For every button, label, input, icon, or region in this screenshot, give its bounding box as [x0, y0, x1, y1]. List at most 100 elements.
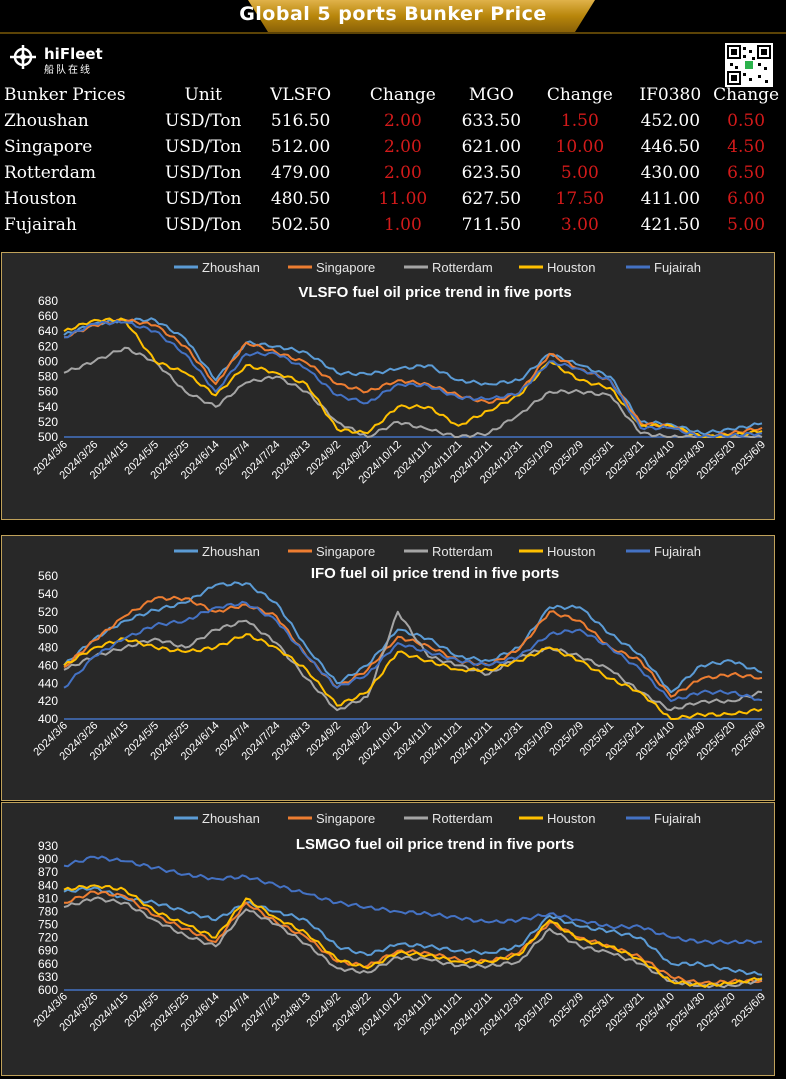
mgo-change: 3.00: [560, 215, 599, 235]
y-tick-label: 900: [38, 852, 58, 866]
port-name: Fujairah: [4, 215, 77, 235]
banner-shape: [0, 0, 786, 34]
vlsfo-change: 2.00: [383, 137, 422, 157]
vlsfo-price: 480.50: [270, 189, 331, 209]
mgo-change: 5.00: [560, 163, 599, 183]
series-line-singapore: [63, 595, 763, 698]
line-chart: Zhoushan Singapore Rotterdam Houston Fujaira…: [31, 544, 768, 767]
table-row: Singapore USD/Ton 512.00 2.00 621.00 10.…: [0, 134, 786, 160]
ship-wheel-icon: [10, 45, 36, 69]
y-tick-label: 560: [38, 385, 58, 399]
legend-label: Houston: [547, 811, 595, 826]
ifo380-price: 430.00: [640, 163, 701, 183]
column-header: VLSFO: [270, 85, 332, 105]
vlsfo-price: 502.50: [270, 215, 331, 235]
x-tick-label: 2025/6/9: [729, 720, 768, 759]
series-line-singapore: [63, 318, 763, 438]
vlsfo-change: 11.00: [378, 189, 428, 209]
x-tick-label: 2025/6/9: [729, 439, 768, 478]
table-row: Houston USD/Ton 480.50 11.00 627.50 17.5…: [0, 186, 786, 212]
y-tick-label: 500: [38, 623, 58, 637]
qr-code-icon: [727, 45, 771, 85]
y-tick-label: 780: [38, 904, 58, 918]
y-tick-label: 810: [38, 891, 58, 905]
column-header: Bunker Prices: [4, 85, 126, 105]
series-line-zhoushan: [63, 886, 763, 976]
legend-label: Zhoushan: [202, 544, 260, 559]
legend-label: Houston: [547, 260, 595, 275]
ifo380-price: 421.50: [640, 215, 701, 235]
legend-label: Rotterdam: [432, 260, 493, 275]
y-tick-label: 540: [38, 587, 58, 601]
column-header: IF0380: [639, 85, 702, 105]
legend-label: Zhoushan: [202, 811, 260, 826]
chart-title: VLSFO fuel oil price trend in five ports: [298, 284, 571, 301]
series-line-houston: [63, 317, 763, 438]
chart-title: LSMGO fuel oil price trend in five ports: [296, 836, 574, 853]
chart-title: IFO fuel oil price trend in five ports: [311, 565, 559, 582]
ifo380-change: 5.00: [727, 215, 766, 235]
y-tick-label: 680: [38, 294, 58, 308]
legend-label: Rotterdam: [432, 544, 493, 559]
legend-label: Singapore: [316, 544, 375, 559]
series-line-rotterdam: [63, 896, 763, 989]
line-chart: Zhoushan Singapore Rotterdam Houston Fujaira…: [31, 811, 768, 1038]
vlsfo-price: 479.00: [270, 163, 331, 183]
table-row: Fujairah USD/Ton 502.50 1.00 711.50 3.00…: [0, 212, 786, 238]
mgo-price: 711.50: [461, 215, 522, 235]
y-tick-label: 840: [38, 878, 58, 892]
mgo-price: 623.50: [461, 163, 522, 183]
legend-label: Zhoushan: [202, 260, 260, 275]
series-line-singapore: [64, 890, 763, 985]
port-name: Rotterdam: [4, 163, 97, 183]
logo-subtitle: 船队在线: [44, 65, 92, 76]
legend-label: Houston: [547, 544, 595, 559]
ifo380-price: 446.50: [640, 137, 701, 157]
y-tick-label: 870: [38, 865, 58, 879]
mgo-change: 10.00: [555, 137, 605, 157]
series-line-rotterdam: [63, 346, 763, 438]
column-header: Unit: [184, 85, 222, 105]
vlsfo-price: 512.00: [270, 137, 331, 157]
column-header: MGO: [468, 85, 514, 105]
unit-cell: USD/Ton: [164, 189, 242, 209]
ifo380-price: 411.00: [640, 189, 701, 209]
ifo380-change: 4.50: [727, 137, 766, 157]
y-tick-label: 560: [38, 569, 58, 583]
y-tick-label: 520: [38, 605, 58, 619]
legend-label: Fujairah: [654, 811, 701, 826]
page-title: Global 5 ports Bunker Price: [239, 3, 547, 25]
mgo-change: 17.50: [555, 189, 605, 209]
y-tick-label: 460: [38, 658, 58, 672]
y-tick-label: 690: [38, 944, 58, 958]
table-row: Zhoushan USD/Ton 516.50 2.00 633.50 1.50…: [0, 108, 786, 134]
unit-cell: USD/Ton: [164, 137, 242, 157]
series-line-fujairah: [63, 600, 763, 703]
ifo380-change: 0.50: [727, 111, 766, 131]
y-tick-label: 630: [38, 970, 58, 984]
y-tick-label: 930: [38, 839, 58, 853]
y-tick-label: 660: [38, 957, 58, 971]
legend-label: Fujairah: [654, 260, 701, 275]
series-line-fujairah: [63, 855, 763, 945]
y-tick-label: 500: [38, 430, 58, 444]
vlsfo-price: 516.50: [270, 111, 331, 131]
legend-label: Fujairah: [654, 544, 701, 559]
y-tick-label: 520: [38, 415, 58, 429]
port-name: Houston: [4, 189, 77, 209]
y-tick-label: 480: [38, 641, 58, 655]
y-tick-label: 440: [38, 676, 58, 690]
series-line-rotterdam: [63, 610, 763, 712]
y-tick-label: 750: [38, 918, 58, 932]
column-header: Change: [546, 85, 613, 105]
table-header-row: Bunker Prices Unit VLSFO Change MGO Chan…: [0, 82, 786, 108]
series-line-houston: [63, 884, 763, 988]
logo-name: hiFleet: [44, 45, 103, 63]
x-tick-label: 2025/6/9: [729, 991, 768, 1030]
port-name: Singapore: [4, 137, 93, 157]
mgo-price: 621.00: [461, 137, 522, 157]
y-tick-label: 720: [38, 931, 58, 945]
y-tick-label: 540: [38, 400, 58, 414]
y-tick-label: 420: [38, 694, 58, 708]
y-tick-label: 400: [38, 712, 58, 726]
